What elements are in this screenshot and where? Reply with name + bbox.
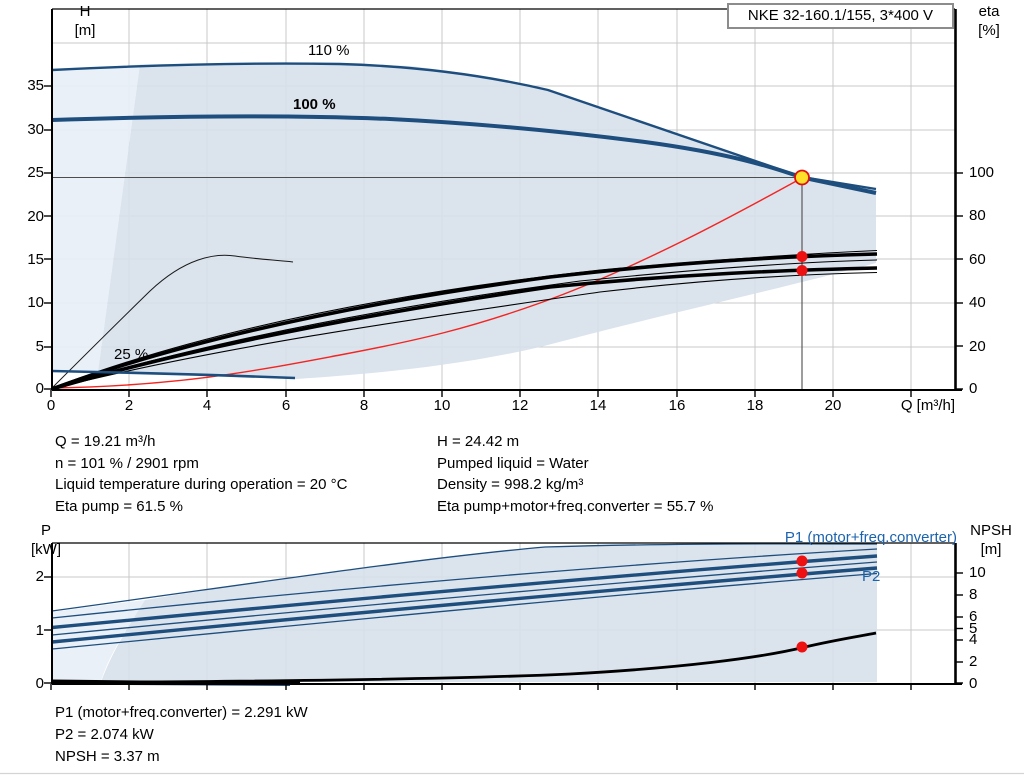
eta-pump-marker (796, 251, 808, 262)
p-axis-label: P [kW] (31, 522, 61, 558)
p-axis-tick: 0 (35, 675, 44, 692)
power-curves (51, 543, 878, 686)
envelope-pale-region (52, 64, 140, 372)
npsh-axis-tick: 10 (969, 564, 986, 581)
info-h: H = 24.42 m (437, 433, 520, 450)
q-axis-tick: 20 (824, 397, 842, 414)
info-q: Q = 19.21 m³/h (55, 433, 156, 450)
p1-marker (796, 555, 808, 567)
p1-curve-label: P1 (motor+freq.converter) (784, 529, 957, 546)
eta-axis-tick: 0 (969, 380, 978, 397)
info-eta-pump: Eta pump = 61.5 % (55, 497, 183, 515)
h-axis-tick: 30 (27, 121, 44, 138)
pump-model-title-box: NKE 32-160.1/155, 3*400 V (727, 3, 954, 29)
h-axis-label: H [m] (74, 3, 96, 39)
q-axis-tick: 6 (281, 397, 291, 414)
info-speed: n = 101 % / 2901 rpm (55, 454, 199, 472)
q-axis-tick: 18 (746, 397, 764, 414)
q-axis-tick: 4 (202, 397, 212, 414)
info-pumped-liquid: Pumped liquid = Water (437, 454, 589, 472)
h-axis-tick: 0 (35, 380, 44, 397)
p2-curve (51, 566, 878, 644)
eta-axis-tick: 40 (969, 294, 986, 311)
speed-label-110: 110 % (308, 42, 350, 59)
eta-total-marker (796, 265, 808, 276)
p-axis-tick: 2 (35, 568, 44, 585)
eta-axis-tick: 100 (969, 164, 995, 181)
npsh-axis-tick: 0 (969, 675, 978, 692)
result-npsh: NPSH = 3.37 m (55, 748, 160, 765)
npsh-axis-tick: 5 (969, 620, 978, 637)
qh-curve-25 (51, 369, 296, 380)
h-axis-tick: 25 (27, 164, 44, 181)
q-axis-tick: 12 (511, 397, 529, 414)
q-axis-tick: 16 (668, 397, 686, 414)
eta-pump-curve (51, 252, 878, 391)
q-axis-tick: 14 (589, 397, 607, 414)
envelope-dark-region (98, 63, 876, 380)
h-axis-tick: 35 (27, 77, 44, 94)
info-density: Density = 998.2 kg/m³ (437, 476, 584, 494)
npsh-axis-tick: 4 (969, 631, 978, 648)
speed-label-25: 25 % (114, 346, 149, 363)
p1-curve (51, 554, 878, 630)
npsh-marker (796, 641, 808, 653)
q-axis-tick: 0 (46, 397, 56, 414)
q-axis-tick: 10 (433, 397, 451, 414)
eta-axis-label: eta [%] (978, 3, 1000, 39)
result-info: P1 (motor+freq.converter) = 2.291 kW P2 … (55, 702, 308, 768)
bottom-frame (44, 542, 963, 690)
npsh-axis-tick: 8 (969, 586, 978, 603)
info-liquid-temp: Liquid temperature during operation = 20… (55, 476, 348, 494)
system-curve (52, 178, 801, 389)
eta-axis-tick: 80 (969, 207, 986, 224)
result-p1: P1 (motor+freq.converter) = 2.291 kW (55, 704, 308, 721)
pump-model-title: NKE 32-160.1/155, 3*400 V (747, 7, 934, 24)
p2-curve-label: P2 (862, 568, 881, 585)
npsh-axis-label: NPSH [m] (970, 522, 1012, 558)
q-axis-tick: 2 (124, 397, 134, 414)
qh-curve-100 (51, 114, 877, 195)
h-axis-tick: 15 (27, 251, 44, 268)
h-axis-tick: 10 (27, 294, 44, 311)
npsh-axis-tick: 6 (969, 608, 978, 625)
result-p2: P2 = 2.074 kW (55, 726, 154, 743)
q-axis-unit-label: Q [m³/h] (900, 397, 955, 414)
npsh-axis-tick: 2 (969, 653, 978, 670)
h-axis-tick: 5 (35, 338, 44, 355)
eta-curve-25 (51, 254, 294, 389)
eta-companion-3 (51, 271, 878, 390)
operating-point-marker[interactable] (794, 169, 810, 186)
qh-curve-110 (51, 62, 877, 191)
bottom-chart-canvas (44, 542, 963, 690)
p-axis-tick: 1 (35, 622, 44, 639)
eta-total-curve (51, 266, 878, 391)
top-chart-canvas (44, 8, 963, 397)
h-axis-tick: 20 (27, 208, 44, 225)
p2-marker (796, 567, 808, 579)
speed-label-100: 100 % (293, 96, 336, 113)
info-eta-total: Eta pump+motor+freq.converter = 55.7 % (437, 497, 714, 515)
q-axis-tick: 8 (359, 397, 369, 414)
npsh-curve (51, 631, 877, 684)
eta-axis-tick: 20 (969, 338, 986, 355)
operating-info-left: Q = 19.21 m³/h n = 101 % / 2901 rpm Liqu… (55, 431, 347, 517)
operating-info-right: H = 24.42 m Pumped liquid = Water Densit… (437, 431, 713, 517)
eta-axis-tick: 60 (969, 251, 986, 268)
